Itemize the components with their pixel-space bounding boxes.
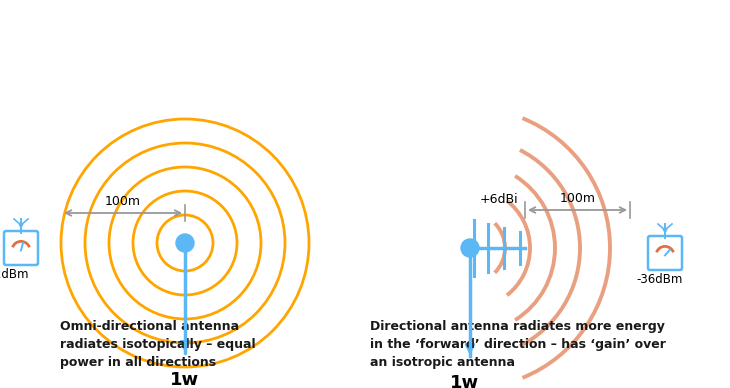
Text: -42dBm: -42dBm (0, 268, 29, 281)
Circle shape (461, 239, 479, 257)
Text: +6dBi: +6dBi (480, 193, 518, 206)
Text: 100m: 100m (105, 195, 141, 208)
Text: 100m: 100m (559, 192, 596, 205)
Text: 1w: 1w (450, 374, 480, 388)
FancyBboxPatch shape (648, 236, 682, 270)
Text: 1w: 1w (170, 371, 199, 388)
FancyBboxPatch shape (4, 231, 38, 265)
Text: -36dBm: -36dBm (637, 273, 683, 286)
Text: Directional antenna radiates more energy
in the ‘forward’ direction – has ‘gain’: Directional antenna radiates more energy… (370, 320, 666, 369)
Text: Omni-directional antenna
radiates isotopically – equal
power in all directions: Omni-directional antenna radiates isotop… (60, 320, 255, 369)
Circle shape (176, 234, 194, 252)
